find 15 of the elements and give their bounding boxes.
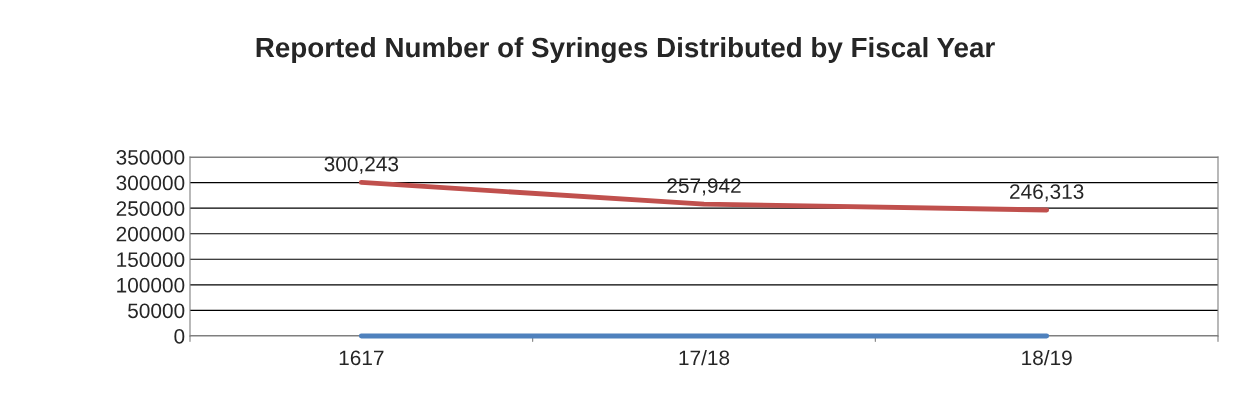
chart-title: Reported Number of Syringes Distributed by Fiscal Year bbox=[256, 36, 995, 64]
y-tick-label: 100000 bbox=[117, 277, 185, 293]
x-tick-label: 1617 bbox=[339, 350, 384, 366]
data-label: 246,313 bbox=[1010, 184, 1084, 202]
y-tick-label: 50000 bbox=[128, 303, 185, 319]
data-label: 257,942 bbox=[667, 178, 741, 196]
y-tick-label: 250000 bbox=[116, 201, 185, 216]
x-tick-label: 17/18 bbox=[679, 349, 730, 366]
y-tick-label: 300000 bbox=[116, 175, 185, 191]
x-tick-label: 18/19 bbox=[1022, 349, 1072, 366]
y-tick-label: 150000 bbox=[117, 252, 185, 268]
y-tick-label: 350000 bbox=[116, 150, 185, 165]
data-label: 300,243 bbox=[324, 156, 399, 174]
y-tick-label: 200000 bbox=[116, 226, 185, 242]
y-tick-label: 0 bbox=[174, 329, 185, 344]
